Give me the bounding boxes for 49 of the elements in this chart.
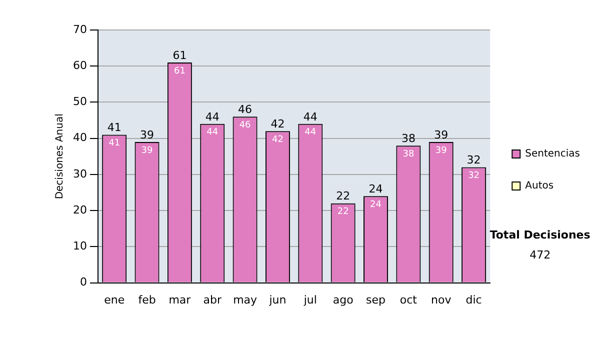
data-label: 46: [239, 120, 252, 131]
y-tick-label: 40: [72, 131, 87, 144]
x-tick-label: nov: [431, 293, 452, 306]
y-tick-label: 0: [80, 276, 87, 289]
total-label: 32: [466, 154, 481, 167]
y-tick-label: 60: [72, 58, 87, 72]
legend-label: Autos: [525, 180, 554, 192]
data-label: 39: [141, 146, 154, 156]
x-tick-label: dic: [466, 293, 482, 306]
data-label: 22: [337, 207, 349, 218]
y-tick-label: 20: [72, 203, 87, 216]
x-tick-label: ene: [104, 293, 125, 306]
total-label: 39: [140, 128, 154, 142]
data-label: 38: [402, 149, 414, 160]
x-tick-label: abr: [203, 293, 222, 306]
x-tick-label: may: [233, 293, 258, 306]
x-tick-label: mar: [168, 293, 192, 306]
y-tick-label: 30: [72, 167, 87, 180]
data-label: 61: [174, 66, 186, 76]
total-label: 46: [238, 103, 252, 116]
total-label: 24: [368, 182, 383, 196]
total-label: 22: [336, 190, 350, 203]
x-tick-label: feb: [138, 293, 156, 306]
total-label: 42: [270, 117, 285, 130]
y-tick-label: 50: [72, 95, 87, 108]
total-label: 38: [401, 132, 416, 145]
x-tick-label: oct: [400, 293, 418, 306]
data-label: 42: [272, 134, 284, 145]
x-tick-label: sep: [366, 293, 386, 306]
data-label: 39: [435, 146, 448, 156]
total-label: 41: [107, 121, 122, 134]
total-label: 39: [434, 128, 448, 142]
total-label: 61: [172, 48, 187, 62]
x-tick-label: jun: [268, 293, 286, 306]
data-label: 41: [108, 138, 120, 149]
y-tick-label: 10: [72, 240, 87, 253]
total-label: 44: [205, 110, 220, 124]
data-label: 32: [468, 171, 480, 182]
data-label: 24: [370, 200, 382, 210]
y-axis-title: Decisiones Anual: [54, 114, 66, 200]
y-tick-label: 70: [72, 22, 87, 36]
data-label: 44: [304, 128, 316, 138]
x-tick-label: jul: [302, 293, 317, 306]
legend-label: Sentencias: [525, 148, 580, 160]
annotation: Total Decisiones: [490, 228, 591, 242]
total-label: 44: [303, 110, 318, 124]
x-tick-label: ago: [332, 293, 354, 306]
data-label: 44: [206, 128, 218, 138]
text: 472: [530, 248, 551, 262]
